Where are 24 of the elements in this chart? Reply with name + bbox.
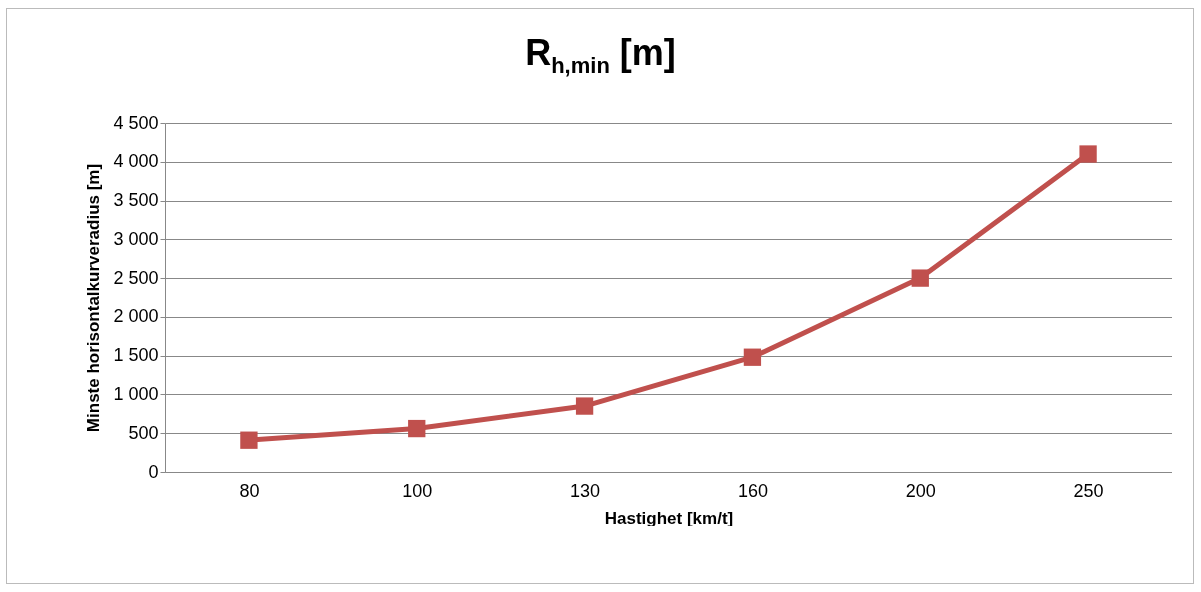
y-tick-label: 1 500 — [113, 345, 159, 366]
y-tick-label: 2 500 — [113, 267, 159, 288]
x-tick-label: 130 — [570, 480, 601, 501]
y-tick-label: 2 000 — [113, 306, 159, 327]
point — [1079, 145, 1097, 163]
y-tick-label: 500 — [128, 422, 159, 443]
point — [408, 419, 426, 438]
x-tick-label: 160 — [737, 480, 768, 501]
chart-title: R$_{h,min}$ [m] — [524, 32, 677, 80]
y-tick-label: 0 — [148, 461, 159, 482]
y-tick-label: 3 500 — [113, 190, 159, 211]
x-tick-label: 250 — [1073, 480, 1104, 501]
x-tick-label: 80 — [239, 480, 260, 501]
x-tick-label: 100 — [402, 480, 433, 501]
x-tick-label: 200 — [905, 480, 936, 501]
point — [240, 431, 258, 449]
y-tick-label: 1 000 — [113, 383, 159, 404]
point — [911, 269, 929, 287]
point — [743, 348, 762, 366]
y-tick-label: 4 500 — [113, 112, 159, 133]
y-axis-title: Minste horisontalkurveradius [m] — [84, 163, 104, 433]
y-tick-label: 3 000 — [113, 228, 159, 249]
y-tick-label: 4 000 — [113, 151, 159, 172]
point — [575, 397, 594, 415]
